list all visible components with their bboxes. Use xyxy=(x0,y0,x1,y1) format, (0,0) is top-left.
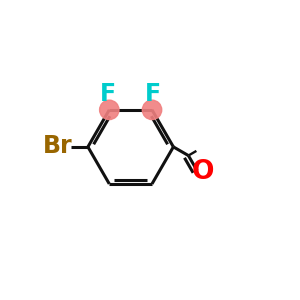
Text: O: O xyxy=(192,159,214,185)
Text: F: F xyxy=(145,82,161,106)
Text: Br: Br xyxy=(43,134,73,158)
Circle shape xyxy=(100,100,119,120)
Text: F: F xyxy=(100,82,116,106)
Circle shape xyxy=(142,100,162,120)
